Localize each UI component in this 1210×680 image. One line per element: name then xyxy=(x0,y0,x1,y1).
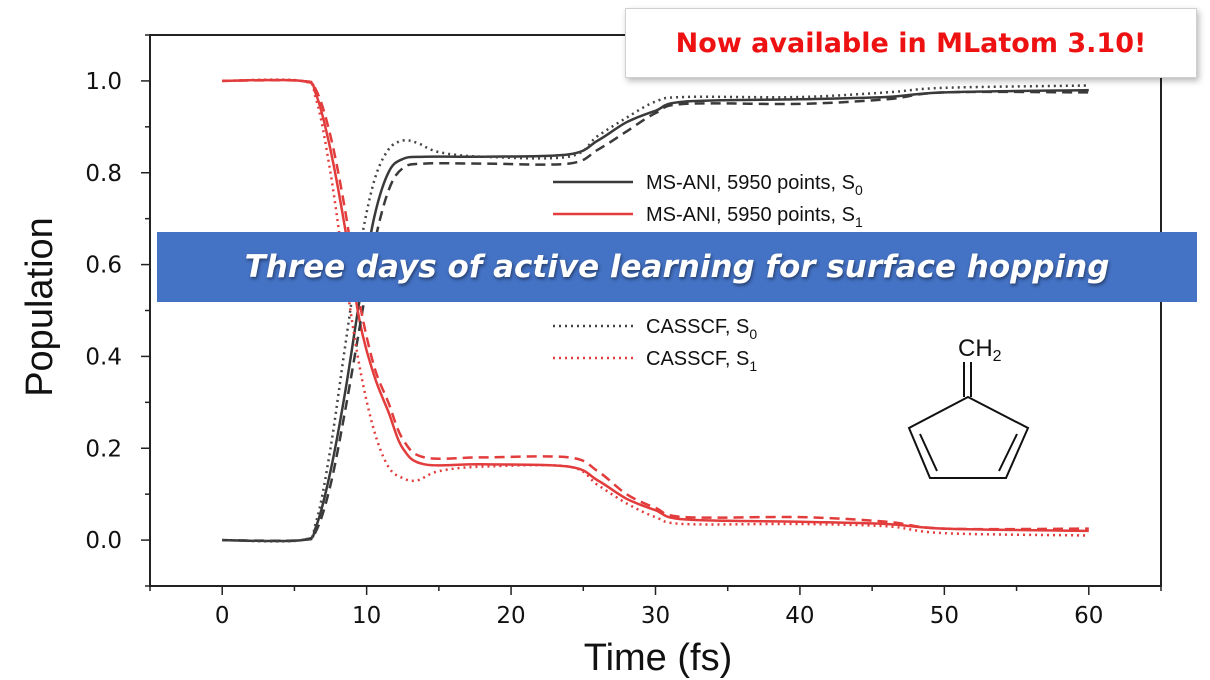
y-tick-label: 0.2 xyxy=(85,436,122,462)
x-tick-label: 30 xyxy=(641,603,670,629)
ticks: 0 10 20 30 40 50 60 0.0 0.2 0.4 0.6 0.8 1.0 xyxy=(85,34,1162,629)
x-axis-title: Time (fs) xyxy=(584,637,732,679)
molecule-label: CH2 xyxy=(958,335,1002,365)
availability-notice: Now available in MLatom 3.10! xyxy=(625,8,1197,78)
series-group xyxy=(222,78,1089,543)
ring-double-bond-right xyxy=(998,433,1018,472)
legend-label-ms-ani-s1: MS-ANI, 5950 points, S1 xyxy=(646,204,863,230)
x-tick-label: 0 xyxy=(215,603,230,629)
legend: MS-ANI, 5950 points, S0 MS-ANI, 5950 poi… xyxy=(553,172,863,374)
legend-entry-casscf-s1: CASSCF, S1 xyxy=(553,348,757,374)
x-tick-label: 10 xyxy=(352,603,381,629)
y-tick-label: 0.4 xyxy=(85,344,122,370)
headline-banner: Three days of active learning for surfac… xyxy=(157,232,1197,302)
legend-entry-ms-ani-s0: MS-ANI, 5950 points, S0 xyxy=(553,172,863,198)
five-membered-ring xyxy=(907,395,1030,479)
legend-label-ms-ani-s0: MS-ANI, 5950 points, S0 xyxy=(646,172,863,198)
legend-entry-casscf-s0: CASSCF, S0 xyxy=(553,316,757,342)
x-tick-label: 60 xyxy=(1074,603,1103,629)
y-tick-label: 0.8 xyxy=(85,161,122,187)
series-line-4 xyxy=(222,84,1089,543)
x-tick-label: 20 xyxy=(496,603,525,629)
legend-label-casscf-s0: CASSCF, S0 xyxy=(646,316,757,342)
series-line-5 xyxy=(222,78,1089,537)
fulvene-structure: CH2 xyxy=(907,335,1030,479)
legend-label-casscf-s1: CASSCF, S1 xyxy=(646,348,757,374)
ring-double-bond-left xyxy=(919,433,938,472)
headline-text: Three days of active learning for surfac… xyxy=(244,249,1110,285)
series-line-1 xyxy=(222,78,1089,533)
y-axis-title: Population xyxy=(19,217,61,397)
legend-entry-ms-ani-s1: MS-ANI, 5950 points, S1 xyxy=(553,204,863,230)
y-tick-label: 1.0 xyxy=(85,69,122,95)
axes xyxy=(149,34,1162,587)
y-tick-label: 0.6 xyxy=(85,253,122,279)
x-tick-label: 50 xyxy=(930,603,959,629)
plot-frame xyxy=(149,34,1162,587)
y-tick-label: 0.0 xyxy=(85,528,122,554)
series-line-3 xyxy=(222,78,1089,531)
availability-notice-text: Now available in MLatom 3.10! xyxy=(675,27,1147,59)
x-tick-label: 40 xyxy=(785,603,814,629)
series-line-2 xyxy=(222,90,1089,543)
